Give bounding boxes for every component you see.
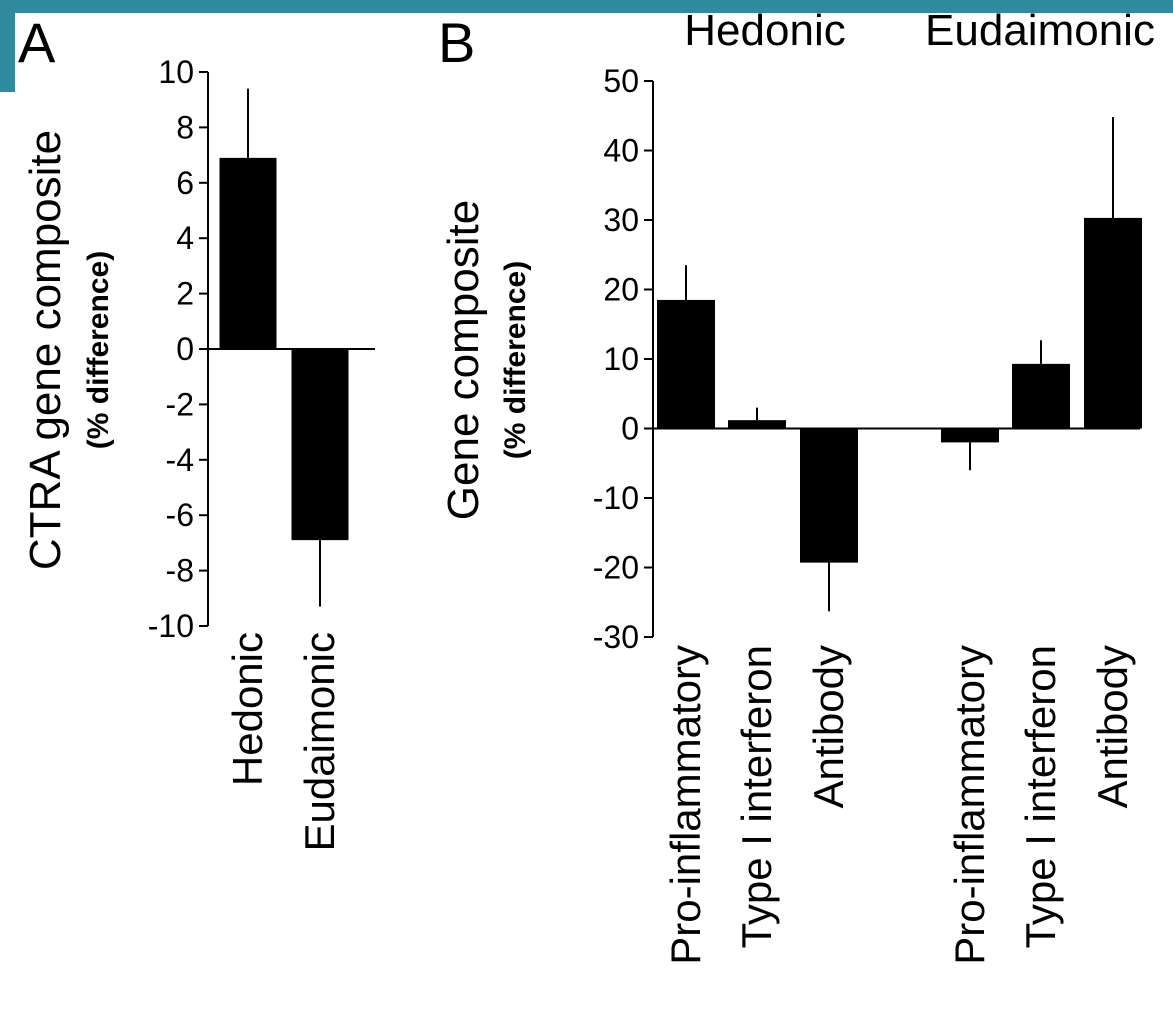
panel-b-group-hedonic: Hedonic [684, 6, 845, 55]
panel-a-bar [291, 349, 349, 541]
panel-a-y-tick-label: -2 [166, 386, 194, 422]
panel-b-bar [1084, 217, 1142, 429]
panel-b-category-label: Pro-inflammatory [662, 645, 709, 965]
panel-b-category-label: Antibody [805, 645, 852, 808]
panel-b-y-tick-label: 0 [621, 411, 639, 447]
panel-b-category-label: Pro-inflammatory [946, 645, 993, 965]
panel-a-category-label: Hedonic [224, 632, 271, 786]
panel-b-group-eudaimonic: Eudaimonic [925, 6, 1155, 55]
panel-a-y-tick-label: -10 [148, 608, 194, 644]
panel-b-category-label: Antibody [1089, 645, 1136, 808]
panel-a-y-tick-label: -4 [166, 442, 194, 478]
panel-a-y-tick-label: 0 [176, 331, 194, 367]
panel-b-y-tick-label: 40 [603, 133, 639, 169]
panel-a-ylabel-sub: (% difference) [82, 251, 115, 449]
panel-b-y-tick-label: 50 [603, 63, 639, 99]
panel-b-y-tick-label: -10 [593, 480, 639, 516]
panel-a-y-tick-label: 10 [158, 54, 194, 90]
panel-a-y-tick-label: -6 [166, 497, 194, 533]
panel-b-ylabel: Gene composite [439, 200, 488, 520]
panel-b-y-tick-label: -20 [593, 550, 639, 586]
frame-accent-left [0, 0, 15, 92]
panel-a-y-tick-label: 4 [176, 220, 194, 256]
panel-a-chart: 10 8 6 4 2 0 -2 -4 -6 -8 -10 Hedonic Eudaimonic [148, 54, 375, 851]
panel-a-y-tick-label: 8 [176, 109, 194, 145]
panel-b-ylabel-sub: (% difference) [499, 261, 532, 459]
panel-a-ylabel: CTRA gene composite [21, 130, 70, 570]
panel-b-y-tick-label: 20 [603, 272, 639, 308]
panel-b-label: B [438, 11, 475, 74]
panel-b-bar [941, 428, 999, 443]
panel-b-bar [800, 428, 858, 563]
panel-a-y-tick-label: 6 [176, 165, 194, 201]
panel-b-category-label: Type I interferon [733, 645, 780, 949]
panel-a-y-tick-label: 2 [176, 276, 194, 312]
panel-b-bar [728, 420, 786, 429]
panel-b-chart: 50 40 30 20 10 0 -10 -20 -30 Pro-inflammatory Type… [593, 63, 1142, 965]
frame-accent-top [0, 0, 1173, 13]
panel-b-bar [1012, 363, 1070, 429]
panel-b-y-tick-label: -30 [593, 619, 639, 655]
panel-a-y-tick-label: -8 [166, 553, 194, 589]
panel-a-category-label: Eudaimonic [296, 632, 343, 851]
panel-b-category-label: Type I interferon [1017, 645, 1064, 949]
panel-b-y-tick-label: 10 [603, 341, 639, 377]
panel-a-bar [219, 157, 277, 349]
panel-b-bar [657, 299, 715, 429]
panel-a-label: A [18, 11, 56, 74]
panel-b-y-tick-label: 30 [603, 202, 639, 238]
